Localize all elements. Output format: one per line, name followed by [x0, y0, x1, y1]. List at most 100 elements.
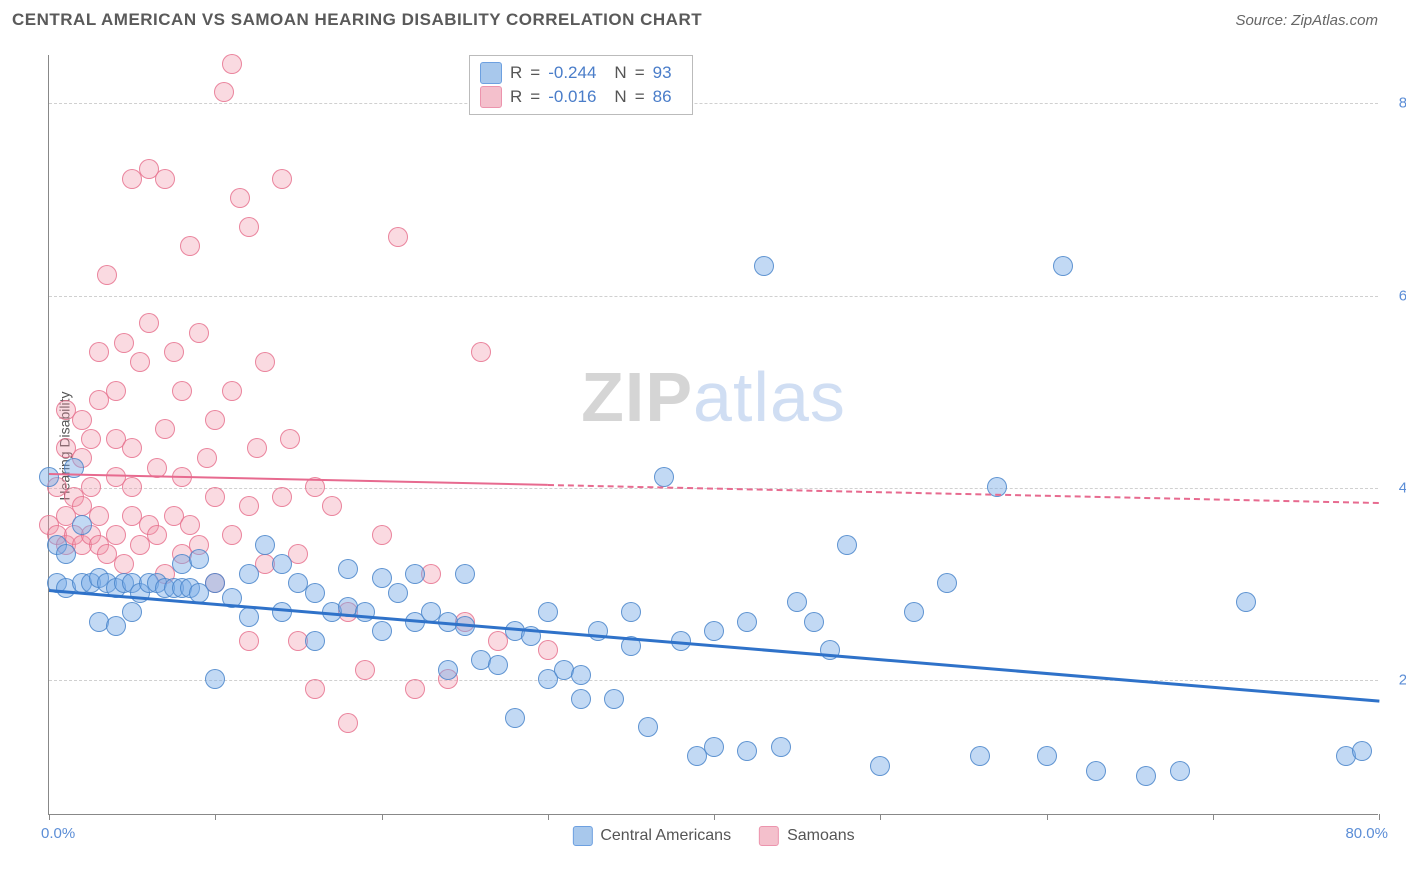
scatter-point: [205, 669, 225, 689]
chart-plot-area: R=-0.244N=93R=-0.016N=86 ZIPatlas Centra…: [48, 55, 1378, 815]
scatter-point: [305, 631, 325, 651]
scatter-point: [1136, 766, 1156, 786]
x-tick-mark: [49, 814, 50, 820]
scatter-point: [272, 602, 292, 622]
series-legend-item: Central Americans: [572, 826, 731, 846]
scatter-point: [56, 544, 76, 564]
scatter-point: [272, 554, 292, 574]
scatter-point: [571, 689, 591, 709]
scatter-point: [405, 679, 425, 699]
scatter-point: [438, 660, 458, 680]
scatter-point: [180, 515, 200, 535]
scatter-point: [97, 265, 117, 285]
scatter-point: [247, 438, 267, 458]
scatter-point: [538, 640, 558, 660]
scatter-point: [205, 573, 225, 593]
scatter-point: [172, 381, 192, 401]
scatter-point: [305, 583, 325, 603]
scatter-point: [505, 708, 525, 728]
scatter-point: [1053, 256, 1073, 276]
scatter-point: [139, 313, 159, 333]
scatter-point: [155, 419, 175, 439]
scatter-point: [737, 612, 757, 632]
scatter-point: [654, 467, 674, 487]
scatter-point: [322, 496, 342, 516]
x-tick-min: 0.0%: [41, 825, 75, 842]
x-tick-mark: [714, 814, 715, 820]
chart-title: CENTRAL AMERICAN VS SAMOAN HEARING DISAB…: [12, 10, 702, 30]
correlation-legend: R=-0.244N=93R=-0.016N=86: [469, 55, 693, 115]
legend-n-label: N: [614, 87, 626, 107]
legend-n-label: N: [614, 63, 626, 83]
legend-eq: =: [635, 63, 645, 83]
scatter-point: [1086, 761, 1106, 781]
series-legend: Central AmericansSamoans: [572, 826, 854, 846]
watermark-part2: atlas: [693, 358, 846, 436]
scatter-point: [355, 660, 375, 680]
y-tick-label: 6.0%: [1399, 287, 1406, 304]
scatter-point: [305, 679, 325, 699]
scatter-point: [1236, 592, 1256, 612]
y-tick-label: 4.0%: [1399, 479, 1406, 496]
scatter-point: [81, 429, 101, 449]
x-tick-mark: [1047, 814, 1048, 820]
scatter-point: [771, 737, 791, 757]
scatter-point: [604, 689, 624, 709]
scatter-point: [372, 525, 392, 545]
scatter-point: [222, 54, 242, 74]
legend-swatch: [572, 826, 592, 846]
scatter-point: [122, 602, 142, 622]
scatter-point: [372, 621, 392, 641]
watermark: ZIPatlas: [581, 357, 846, 437]
scatter-point: [72, 410, 92, 430]
scatter-point: [355, 602, 375, 622]
scatter-point: [338, 713, 358, 733]
scatter-point: [106, 616, 126, 636]
legend-r-label: R: [510, 87, 522, 107]
scatter-point: [239, 564, 259, 584]
scatter-point: [39, 467, 59, 487]
scatter-point: [197, 448, 217, 468]
x-tick-mark: [880, 814, 881, 820]
scatter-point: [122, 438, 142, 458]
scatter-point: [239, 496, 259, 516]
scatter-point: [820, 640, 840, 660]
scatter-point: [754, 256, 774, 276]
scatter-point: [870, 756, 890, 776]
scatter-point: [970, 746, 990, 766]
scatter-point: [280, 429, 300, 449]
x-tick-mark: [548, 814, 549, 820]
scatter-point: [239, 631, 259, 651]
x-tick-mark: [1213, 814, 1214, 820]
scatter-point: [372, 568, 392, 588]
scatter-point: [388, 227, 408, 247]
legend-r-value: -0.244: [548, 63, 596, 83]
scatter-point: [239, 607, 259, 627]
scatter-point: [272, 169, 292, 189]
scatter-point: [81, 477, 101, 497]
scatter-point: [106, 381, 126, 401]
scatter-point: [272, 487, 292, 507]
scatter-point: [571, 665, 591, 685]
chart-source: Source: ZipAtlas.com: [1235, 12, 1378, 29]
scatter-point: [904, 602, 924, 622]
scatter-point: [388, 583, 408, 603]
scatter-point: [804, 612, 824, 632]
scatter-point: [122, 477, 142, 497]
x-tick-max: 80.0%: [1345, 825, 1388, 842]
scatter-point: [180, 236, 200, 256]
legend-swatch: [480, 86, 502, 108]
legend-n-value: 93: [653, 63, 672, 83]
scatter-point: [488, 655, 508, 675]
scatter-point: [255, 352, 275, 372]
scatter-point: [89, 342, 109, 362]
scatter-point: [130, 352, 150, 372]
series-legend-label: Central Americans: [600, 827, 731, 845]
scatter-point: [787, 592, 807, 612]
scatter-point: [222, 381, 242, 401]
scatter-point: [205, 487, 225, 507]
scatter-point: [155, 169, 175, 189]
scatter-point: [405, 564, 425, 584]
scatter-point: [538, 602, 558, 622]
scatter-point: [588, 621, 608, 641]
